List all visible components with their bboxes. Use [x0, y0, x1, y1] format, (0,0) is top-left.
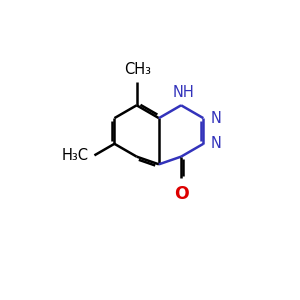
Text: N: N	[211, 111, 221, 126]
Text: N: N	[211, 136, 221, 151]
Text: H₃C: H₃C	[62, 148, 89, 163]
Text: NH: NH	[172, 85, 194, 100]
Text: O: O	[174, 185, 188, 203]
Text: CH₃: CH₃	[124, 61, 152, 76]
